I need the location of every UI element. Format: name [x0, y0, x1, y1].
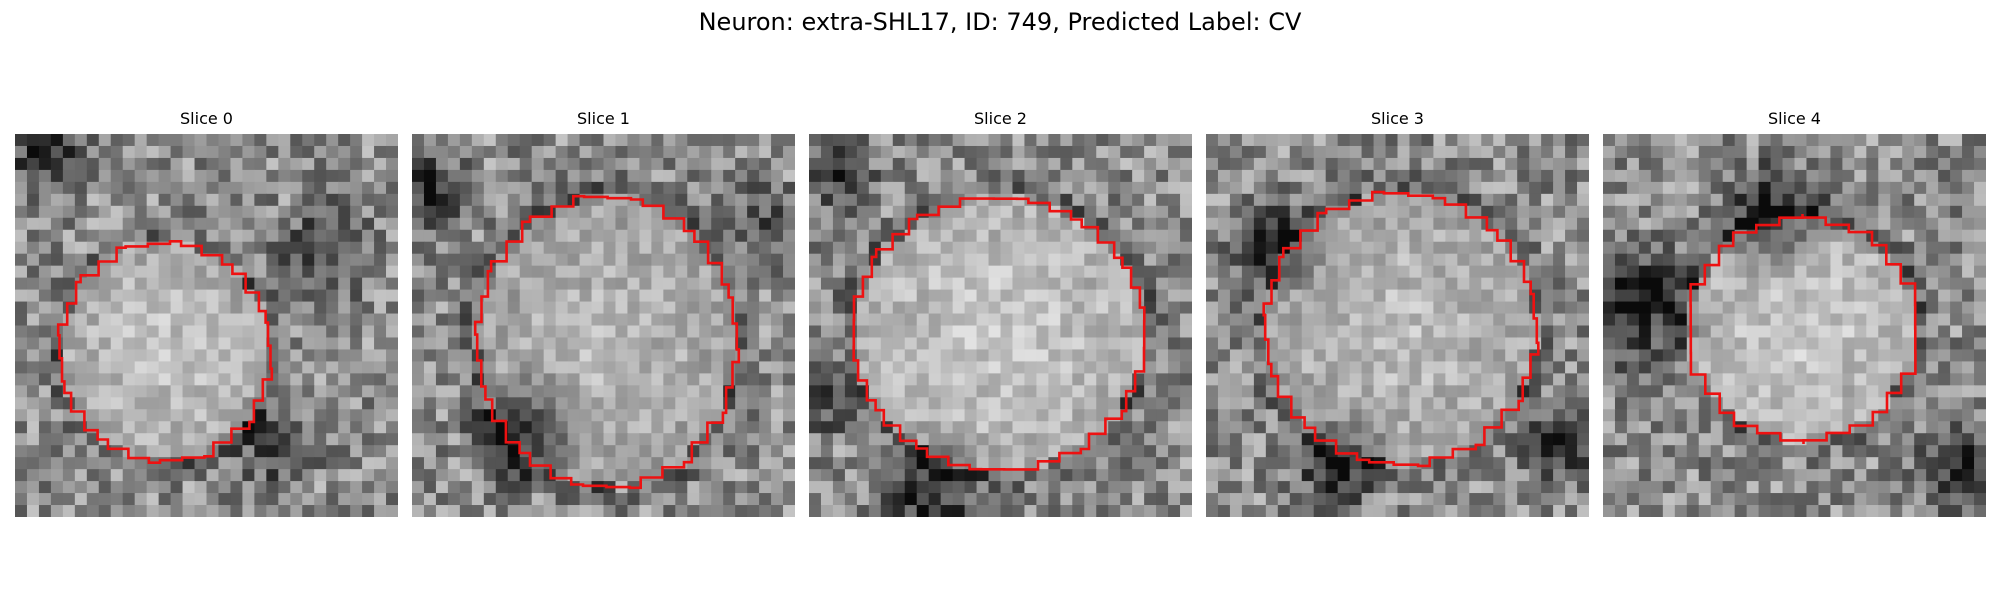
cell-contour — [473, 194, 741, 490]
slice-title: Slice 4 — [1768, 109, 1821, 128]
slice-image — [15, 134, 398, 517]
slice-pixel-grid — [809, 134, 1192, 517]
slice-image-canvas — [1603, 134, 1986, 517]
slice-title: Slice 3 — [1371, 109, 1424, 128]
slice-image — [1206, 134, 1589, 517]
slice-title: Slice 1 — [577, 109, 630, 128]
slice-pixel-grid — [412, 134, 795, 517]
slice-pixel-grid — [1206, 134, 1589, 517]
slice-title: Slice 2 — [974, 109, 1027, 128]
slice-image-canvas — [1206, 134, 1589, 517]
slice-pixel-grid — [15, 134, 398, 517]
slice-image-canvas — [809, 134, 1192, 517]
slice-image-canvas — [15, 134, 398, 517]
cell-contour — [1262, 190, 1540, 468]
slice-pixel-grid — [1603, 134, 1986, 517]
slice-image — [412, 134, 795, 517]
cell-contour — [852, 197, 1146, 471]
slice-image — [1603, 134, 1986, 517]
slice-image-canvas — [412, 134, 795, 517]
figure-title: Neuron: extra-SHL17, ID: 749, Predicted … — [698, 8, 1302, 36]
slice-image — [809, 134, 1192, 517]
slice-title: Slice 0 — [180, 109, 233, 128]
cell-contour — [56, 240, 274, 464]
cell-contour — [1689, 214, 1917, 444]
